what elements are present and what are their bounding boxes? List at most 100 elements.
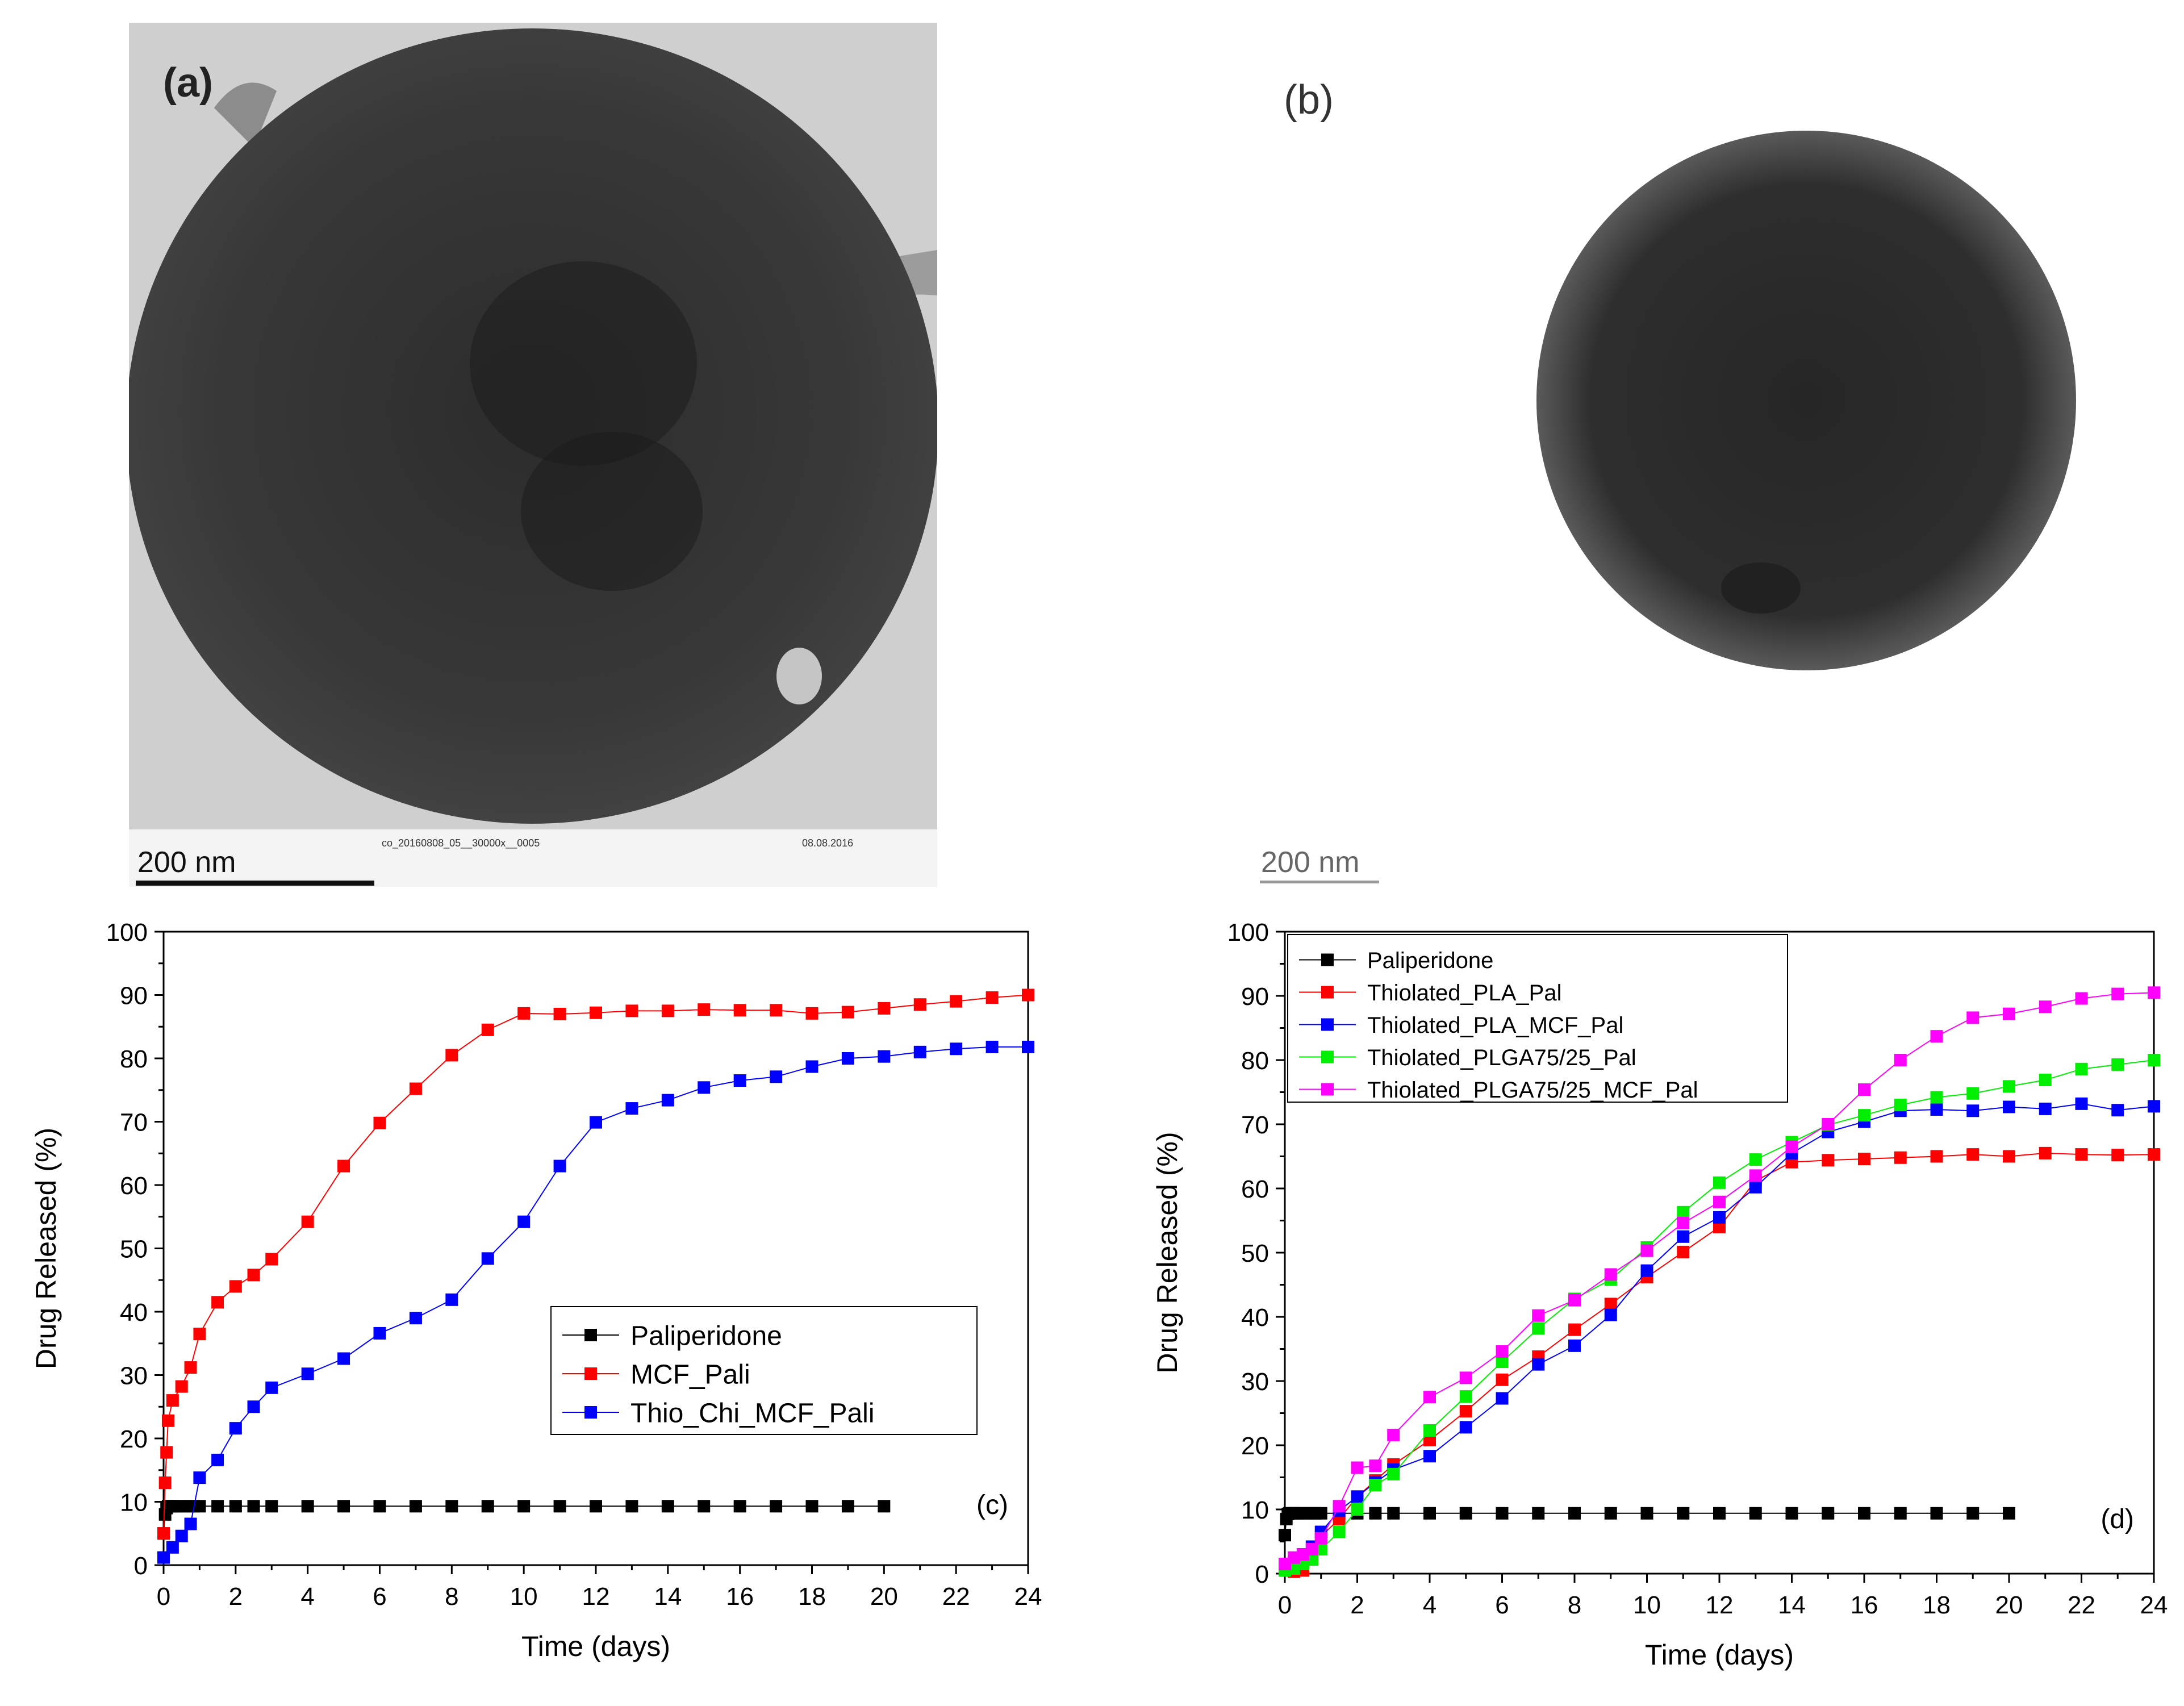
data-point (166, 1541, 179, 1554)
data-point (1568, 1507, 1581, 1520)
data-point (1532, 1309, 1545, 1322)
legend-item: Paliperidone (1299, 948, 1493, 973)
y-tick-label: 90 (120, 982, 148, 1010)
legend-marker (1321, 1083, 1334, 1096)
data-point (301, 1367, 314, 1380)
x-tick-label: 16 (726, 1583, 754, 1611)
x-tick-label: 10 (510, 1583, 538, 1611)
data-point (481, 1500, 494, 1513)
legend-marker (1321, 1050, 1334, 1063)
data-point (1568, 1294, 1581, 1307)
legend-item: Thiolated_PLA_MCF_Pal (1299, 1013, 1623, 1038)
data-point (1314, 1532, 1327, 1545)
x-tick-label: 24 (1014, 1583, 1042, 1611)
x-tick-label: 12 (1706, 1591, 1734, 1619)
micrograph-date-a: 08.08.2016 (802, 837, 853, 849)
data-point (193, 1500, 206, 1513)
x-axis-label-c: Time (days) (521, 1630, 670, 1662)
series-line (1284, 1103, 2154, 1568)
y-tick-label: 40 (120, 1299, 148, 1327)
legend-item: Thiolated_PLGA75/25_Pal (1299, 1045, 1636, 1070)
legend-label: Thio_Chi_MCF_Pali (630, 1398, 875, 1428)
data-point (337, 1352, 350, 1365)
data-point (184, 1517, 197, 1530)
y-tick-label: 70 (1241, 1111, 1269, 1139)
data-point (841, 1500, 854, 1513)
data-point (590, 1500, 602, 1513)
series-paliperidone (157, 1500, 891, 1540)
data-point (157, 1527, 170, 1540)
data-point (1640, 1264, 1653, 1277)
data-point (1894, 1054, 1907, 1066)
data-point (913, 1045, 926, 1058)
data-point (1604, 1298, 1617, 1311)
data-point (1305, 1543, 1318, 1556)
x-tick-label: 12 (582, 1583, 610, 1611)
data-point (1749, 1169, 1762, 1182)
series-line (163, 994, 1029, 1534)
data-point (1459, 1421, 1472, 1434)
data-point (1858, 1153, 1870, 1166)
data-point (1532, 1358, 1545, 1371)
y-tick-label: 30 (120, 1362, 148, 1390)
data-point (1568, 1339, 1581, 1352)
data-point (625, 1500, 638, 1513)
data-point (1423, 1507, 1436, 1520)
data-point (1677, 1507, 1690, 1520)
data-point (1423, 1433, 1436, 1446)
data-point (1387, 1507, 1400, 1520)
y-tick-label: 20 (1241, 1432, 1269, 1460)
tem-image-b: (b) 200 nm (1244, 23, 2181, 887)
data-point (770, 1070, 783, 1083)
legend-marker (584, 1329, 597, 1341)
data-point (805, 1500, 819, 1513)
data-point (2148, 1054, 2160, 1066)
data-point (2039, 1074, 2052, 1087)
data-point (1677, 1217, 1690, 1230)
data-point (337, 1159, 350, 1173)
data-point (770, 1004, 783, 1017)
data-point (481, 1252, 494, 1265)
data-point (211, 1453, 224, 1466)
y-tick-label: 10 (1241, 1496, 1269, 1524)
data-point (1966, 1087, 1980, 1100)
legend-label: Thiolated_PLGA75/25_MCF_Pal (1367, 1078, 1698, 1103)
y-tick-label: 80 (1241, 1047, 1269, 1075)
data-point (1930, 1150, 1943, 1163)
data-point (229, 1500, 242, 1513)
x-tick-label: 20 (870, 1583, 898, 1611)
data-point (733, 1074, 746, 1087)
data-point (158, 1476, 172, 1490)
data-point (1822, 1118, 1835, 1131)
legend-item: Thiolated_PLA_Pal (1299, 981, 1561, 1006)
series-thiolated-pla-mcf-pal (1279, 1097, 2160, 1574)
data-point (841, 1052, 854, 1065)
series-thiolated-plga75-25-pal (1279, 1054, 2160, 1577)
data-point (1858, 1109, 1870, 1122)
data-point (1314, 1507, 1327, 1520)
data-point (445, 1293, 458, 1306)
legend-c: Paliperidone MCF_Pali Thio_Chi_MCF_Pali (550, 1306, 978, 1435)
x-tick-label: 2 (1350, 1591, 1364, 1619)
data-point (2075, 1062, 2088, 1075)
data-point (2075, 1097, 2088, 1110)
legend-label: Paliperidone (630, 1321, 782, 1351)
data-point (698, 1500, 711, 1513)
data-point (625, 1004, 638, 1017)
data-point (1822, 1507, 1835, 1520)
data-point (1713, 1220, 1726, 1233)
data-point (1387, 1467, 1400, 1480)
y-tick-label: 10 (120, 1489, 148, 1517)
data-point (211, 1296, 224, 1309)
x-tick-label: 4 (300, 1583, 314, 1611)
y-tick-label: 50 (1241, 1240, 1269, 1267)
data-point (2111, 1058, 2124, 1071)
data-point (1640, 1507, 1653, 1520)
series-line (1284, 1060, 2154, 1571)
x-tick-label: 10 (1633, 1591, 1661, 1619)
data-point (1894, 1507, 1907, 1520)
data-point (1713, 1195, 1726, 1208)
data-point (1279, 1529, 1291, 1542)
x-tick-label: 16 (1851, 1591, 1878, 1619)
data-point (1333, 1525, 1346, 1538)
